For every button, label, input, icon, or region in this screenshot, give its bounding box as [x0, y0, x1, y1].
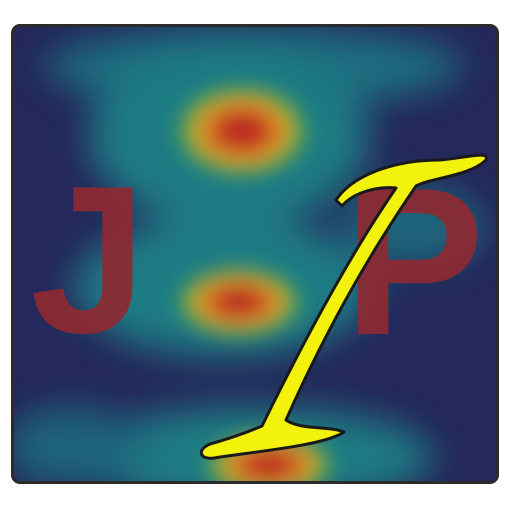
- logo-frame: J P: [11, 24, 499, 484]
- logo-letter-j: J: [30, 142, 147, 377]
- logo-letter-p: P: [344, 144, 485, 379]
